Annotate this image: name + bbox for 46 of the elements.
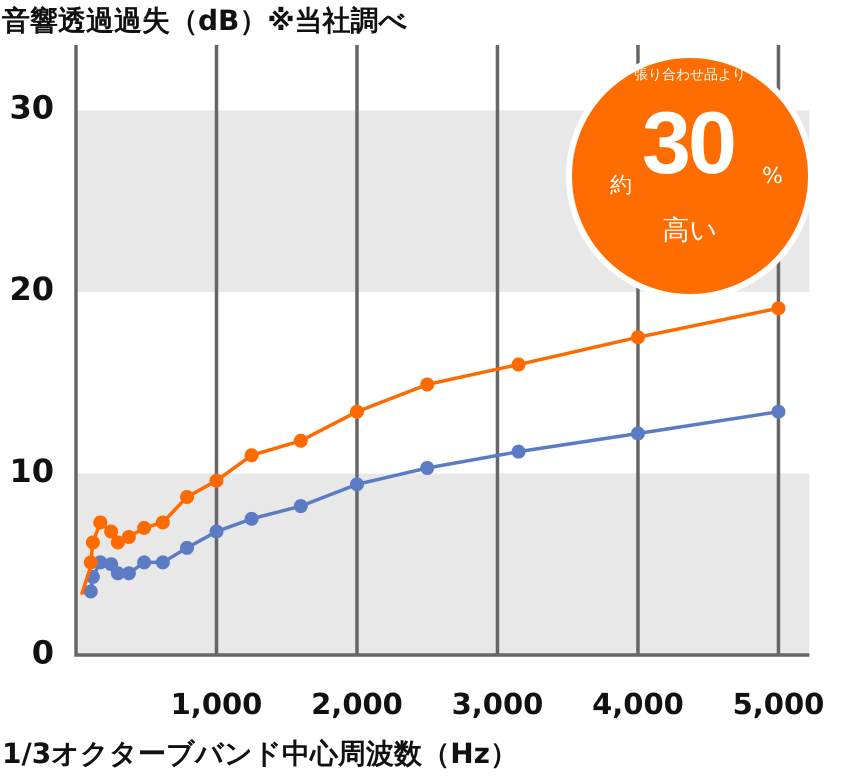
x-tick-label: 1,000 [170,686,262,721]
y-tick-label: 10 [9,452,54,490]
point [156,555,170,570]
x-tick-label: 5,000 [732,686,824,721]
y-tick-label: 20 [9,270,54,308]
point [512,444,526,459]
point [350,404,364,419]
point [771,301,786,316]
y-tick-label: 30 [9,88,54,127]
annotation: 30 [642,92,734,194]
point [180,540,194,555]
point [420,377,434,392]
point [294,499,308,514]
point [209,524,224,539]
point [122,566,136,580]
annotation: % [762,164,783,189]
point [137,555,152,570]
annotation: 高い [662,214,718,248]
point [137,520,152,535]
point [244,448,259,462]
point [156,515,170,530]
x-tick-label: 4,000 [592,686,684,721]
point [630,330,645,344]
point [420,461,434,476]
point [771,404,786,419]
x-tick-label: 2,000 [311,686,403,721]
chart-title: 音響透過過失（dB）※当社調べ [2,3,408,39]
point [294,434,308,448]
point [350,477,364,492]
point [84,555,98,570]
annotation: 約 [610,172,632,200]
point [209,474,224,488]
point [244,512,259,526]
point [122,530,136,544]
point [630,426,645,441]
y-tick-label: 0 [32,633,54,672]
x-tick-label: 3,000 [452,686,544,721]
point [512,358,526,372]
x-axis-title: 1/3オクターブバンド中心周波数（Hz） [2,736,518,772]
point [180,490,194,504]
point [93,515,108,530]
point [104,524,118,539]
point [110,535,125,550]
point [104,557,118,572]
point [86,535,100,550]
point [84,584,98,598]
